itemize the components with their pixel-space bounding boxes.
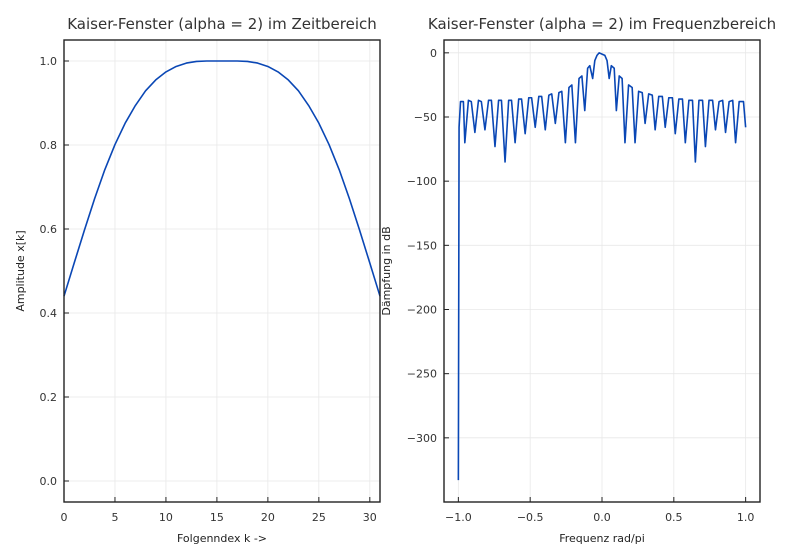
- y-tick-label: −150: [407, 239, 437, 252]
- y-tick-label: −200: [407, 304, 437, 317]
- chart-title: Kaiser-Fenster (alpha = 2) im Zeitbereic…: [67, 15, 377, 33]
- x-tick-label: 1.0: [737, 511, 755, 524]
- x-tick-label: 0.5: [665, 511, 683, 524]
- chart-frequency-domain: Kaiser-Fenster (alpha = 2) im Frequenzbe…: [380, 15, 776, 545]
- y-tick-label: −250: [407, 368, 437, 381]
- series-line: [457, 52, 747, 481]
- x-axis-label: Folgenndex k ->: [177, 532, 267, 545]
- y-tick-label: −50: [414, 111, 437, 124]
- x-tick-label: 20: [261, 511, 275, 524]
- ticks: −1.0 −0.5 0.0 0.5 1.0 0 −50 −100 −150 −200 −250 −30…: [407, 47, 755, 524]
- x-tick-label: 0.0: [593, 511, 611, 524]
- y-tick-label: 0.8: [40, 139, 58, 152]
- grid: [63, 40, 380, 502]
- y-axis-label: Amplitude x[k]: [14, 230, 27, 311]
- chart-title: Kaiser-Fenster (alpha = 2) im Frequenzbe…: [428, 15, 776, 33]
- series-line: [63, 60, 381, 297]
- y-tick-label: −100: [407, 175, 437, 188]
- x-tick-label: 30: [363, 511, 377, 524]
- chart-time-domain: Kaiser-Fenster (alpha = 2) im Zeitbereic…: [14, 15, 381, 545]
- y-tick-label: 1.0: [40, 55, 58, 68]
- x-tick-label: 25: [312, 511, 326, 524]
- x-axis-label: Frequenz rad/pi: [559, 532, 645, 545]
- y-axis-label: Dämpfung in dB: [380, 226, 393, 315]
- plot-area: [63, 60, 381, 297]
- x-tick-label: −0.5: [517, 511, 544, 524]
- y-tick-label: −300: [407, 432, 437, 445]
- x-tick-label: −1.0: [445, 511, 472, 524]
- y-tick-label: 0.2: [40, 391, 58, 404]
- x-tick-label: 10: [159, 511, 173, 524]
- plot-area: [457, 52, 747, 481]
- ticks: 0 5 10 15 20 25 30 0.0 0.2 0.4 0.6 0.8 1.0: [40, 55, 377, 524]
- y-tick-label: 0.4: [40, 307, 58, 320]
- y-tick-label: 0: [430, 47, 437, 60]
- y-tick-label: 0.6: [40, 223, 58, 236]
- x-tick-label: 15: [210, 511, 224, 524]
- x-tick-label: 0: [61, 511, 68, 524]
- x-tick-label: 5: [111, 511, 118, 524]
- axes-frame: [63, 39, 381, 503]
- y-tick-label: 0.0: [40, 475, 58, 488]
